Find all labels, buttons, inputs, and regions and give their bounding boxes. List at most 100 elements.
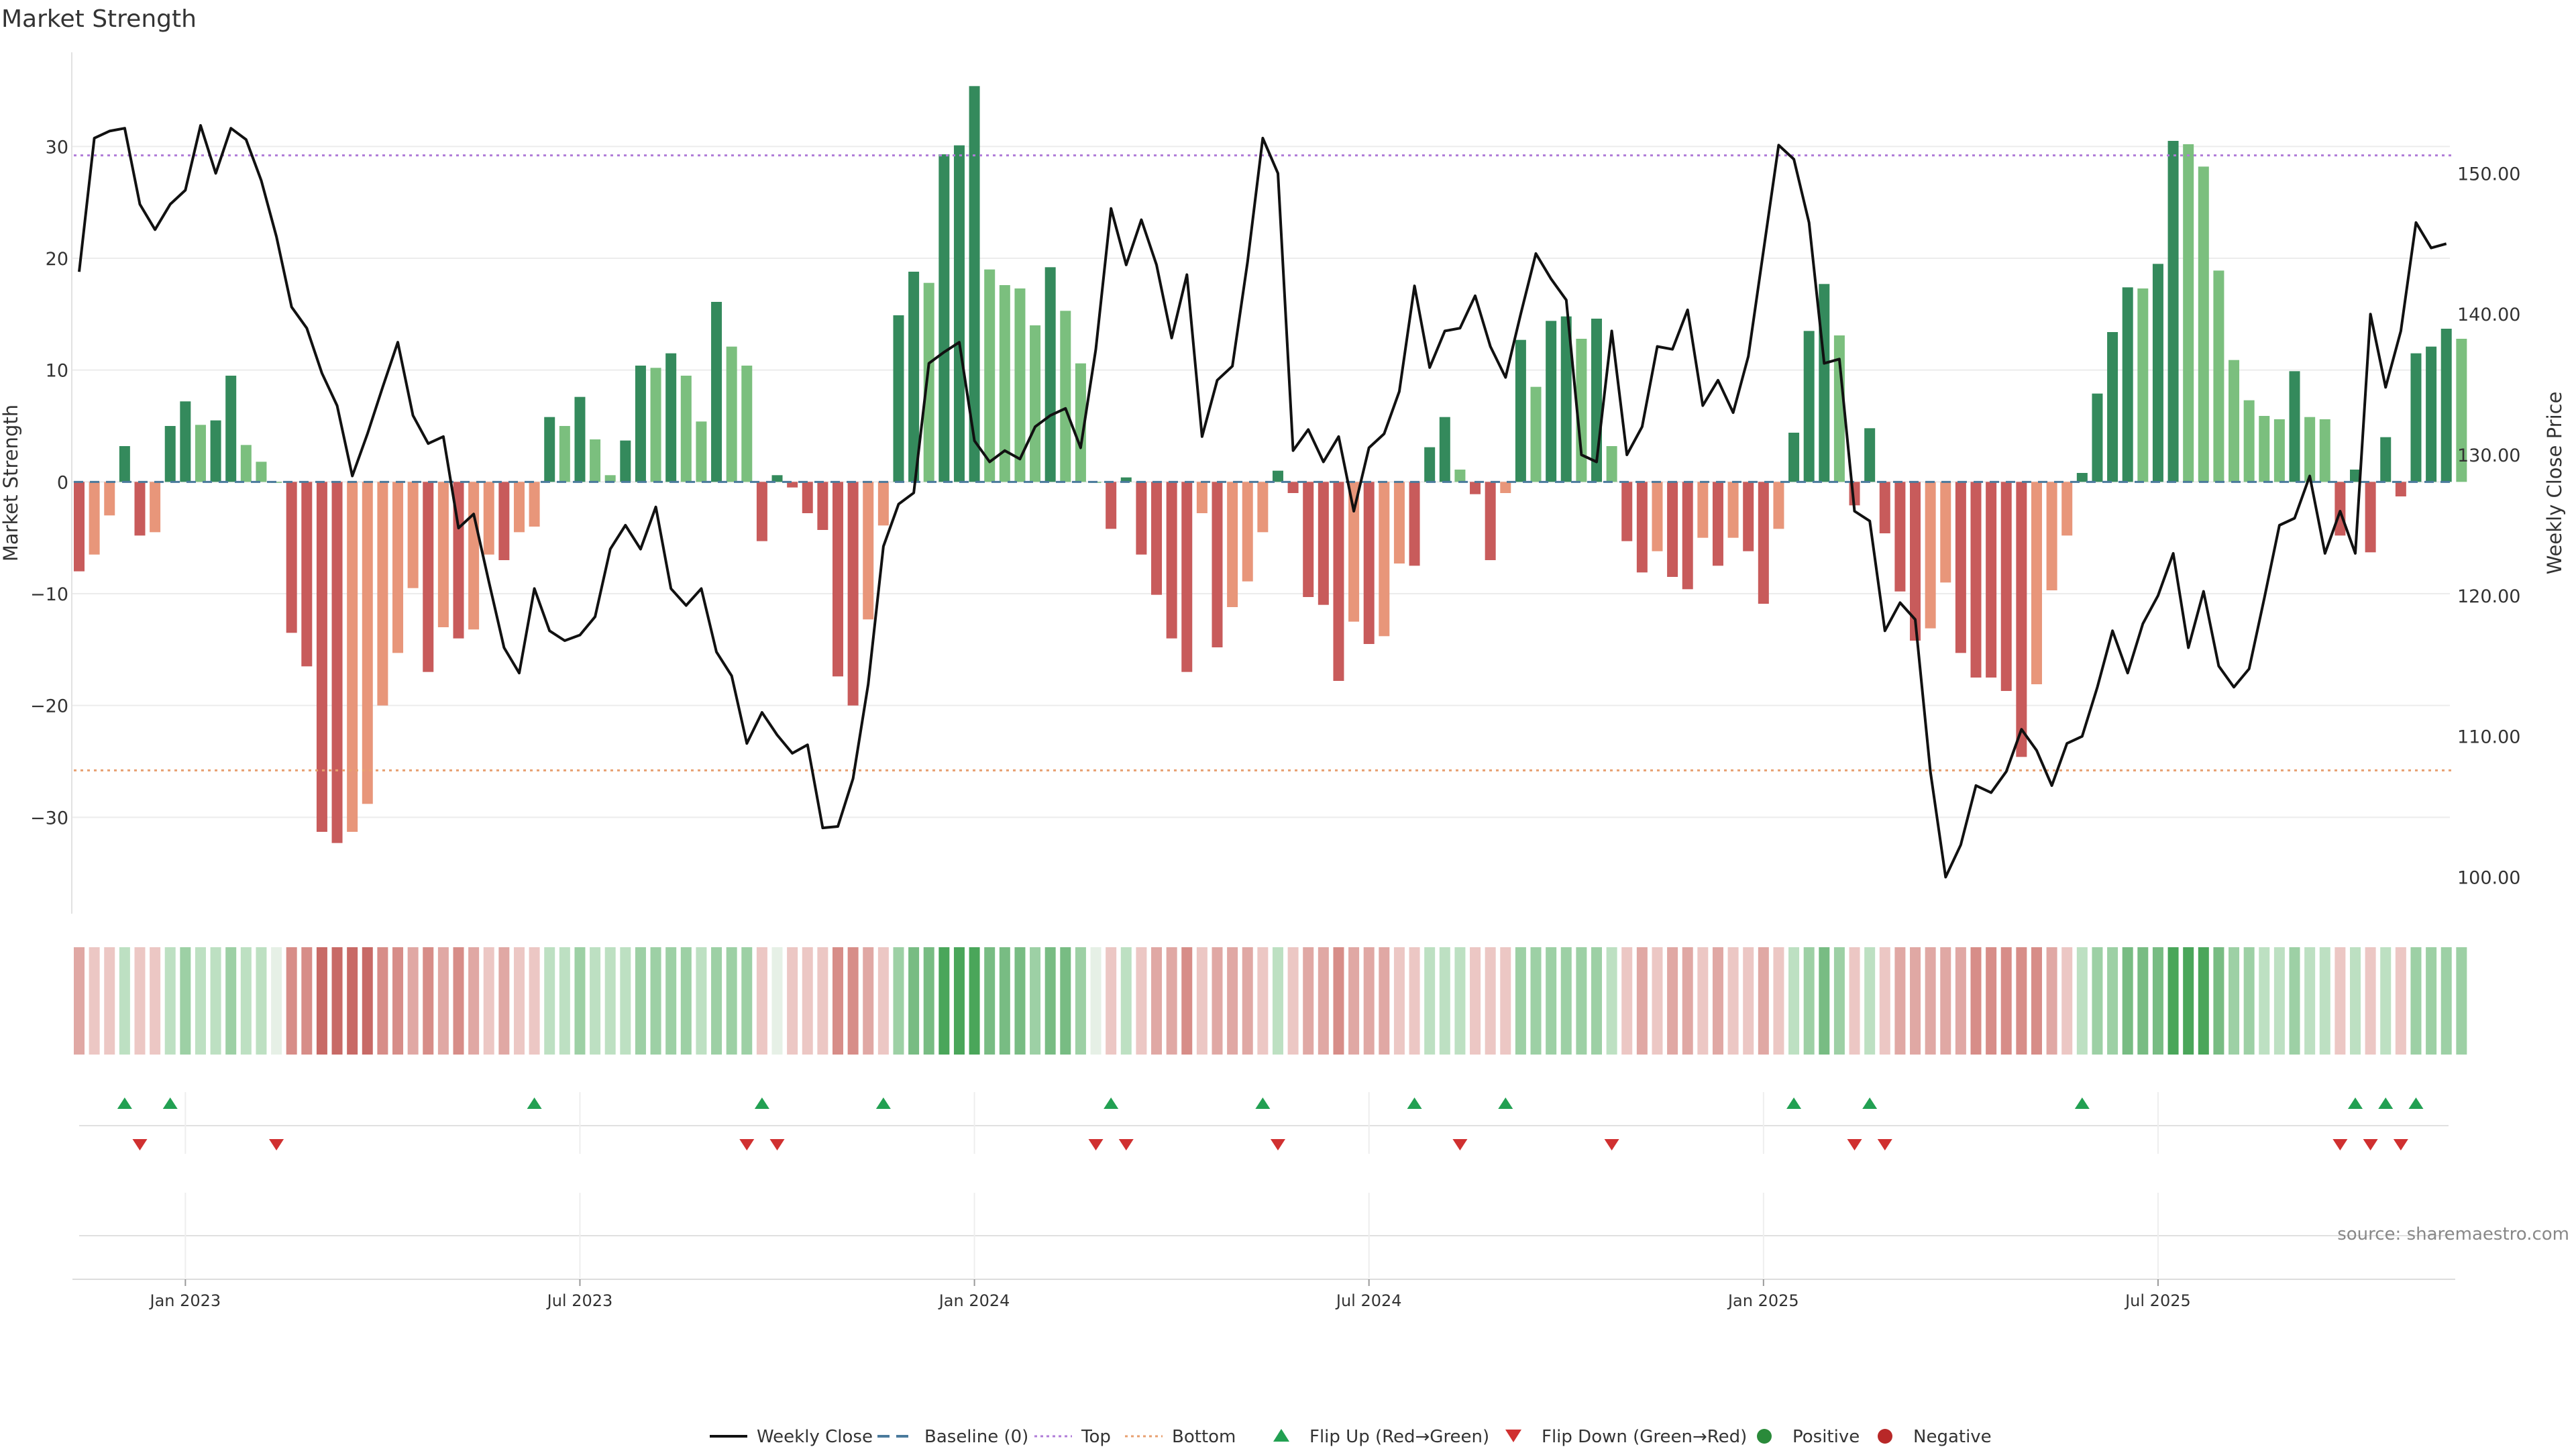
strength-bar: [195, 425, 206, 482]
x-axis: Jan 2023 Jul 2023 Jan 2024 Jul 2024 Jan 2025…: [72, 1279, 2455, 1310]
strength-bar: [2289, 371, 2300, 482]
strength-bar: [559, 426, 570, 482]
strip-cell: [2395, 947, 2406, 1055]
y-axis-left-label: Market Strength: [0, 405, 22, 561]
strip-cell: [1727, 947, 1739, 1055]
strength-bar: [2426, 346, 2437, 482]
y-tick-left: −10: [30, 584, 68, 605]
strip-cell: [1257, 947, 1269, 1055]
strength-bar: [316, 482, 327, 832]
flip-down-marker: [132, 1139, 148, 1150]
strength-bar: [2395, 482, 2406, 496]
flip-down-marker: [2363, 1139, 2378, 1150]
strength-bar: [1485, 482, 1496, 560]
strip-cell: [559, 947, 570, 1055]
strip-cell: [1227, 947, 1238, 1055]
strip-cell: [240, 947, 252, 1055]
strength-bar: [802, 482, 813, 513]
strip-cell: [1515, 947, 1526, 1055]
strip-cell: [1454, 947, 1466, 1055]
strip-cell: [863, 947, 874, 1055]
strength-bar: [1697, 482, 1709, 538]
strength-bar: [2380, 437, 2392, 482]
strip-cell: [1242, 947, 1253, 1055]
flip-up-marker: [1104, 1097, 1119, 1109]
flip-down-marker: [269, 1139, 284, 1150]
strength-bar: [256, 462, 267, 482]
strength-bar: [2092, 393, 2103, 482]
flip-down-marker: [1847, 1139, 1862, 1150]
strip-cell: [1986, 947, 1997, 1055]
strength-bar: [1030, 325, 1041, 482]
flip-up-marker: [1498, 1097, 1513, 1109]
strip-cell: [362, 947, 373, 1055]
strip-cell: [1106, 947, 1117, 1055]
strip-cell: [2167, 947, 2179, 1055]
strength-bar: [2440, 329, 2452, 482]
strength-bar: [984, 269, 996, 482]
strength-bar: [1363, 482, 1375, 644]
strip-cell: [726, 947, 737, 1055]
strip-cell: [2213, 947, 2224, 1055]
flip-down-marker: [739, 1139, 755, 1150]
strength-bar: [1773, 482, 1784, 529]
strip-cell: [2304, 947, 2316, 1055]
strength-bar: [1470, 482, 1481, 494]
strength-bar: [271, 482, 282, 483]
strip-cell: [1075, 947, 1086, 1055]
strength-bar: [1242, 482, 1253, 582]
strip-cell: [1196, 947, 1208, 1055]
strength-bar: [1287, 482, 1299, 493]
strength-bar: [1181, 482, 1193, 672]
strength-bar: [2031, 482, 2042, 684]
strength-bar: [104, 482, 115, 516]
strip-cell: [2456, 947, 2467, 1055]
strip-cell: [164, 947, 176, 1055]
weekly-close-series: [78, 124, 2447, 879]
y-tick-right: 120.00: [2457, 586, 2520, 607]
strength-bar: [1636, 482, 1648, 573]
flip-down-marker: [2393, 1139, 2408, 1150]
strip-cell: [1318, 947, 1329, 1055]
flip-up-marker: [2074, 1097, 2090, 1109]
strip-cell: [1819, 947, 1830, 1055]
strength-bar: [1379, 482, 1390, 637]
strip-cell: [650, 947, 661, 1055]
strength-bar: [301, 482, 313, 667]
strength-bar: [1424, 447, 1436, 482]
strength-bar: [468, 482, 480, 630]
strip-cell: [423, 947, 434, 1055]
strip-cell: [1030, 947, 1041, 1055]
strength-bar: [164, 426, 176, 482]
flip-down-marker: [1118, 1139, 1134, 1150]
strip-cell: [1833, 947, 1845, 1055]
strip-cell: [1955, 947, 1966, 1055]
strip-cell: [195, 947, 206, 1055]
strip-cell: [2365, 947, 2376, 1055]
strength-bar: [969, 86, 980, 482]
strength-bar: [407, 482, 419, 588]
strip-cell: [711, 947, 722, 1055]
strip-cell: [2183, 947, 2194, 1055]
y-tick-left: 10: [46, 361, 68, 382]
chart-title: Market Strength: [1, 5, 197, 33]
empty-panel: [79, 1193, 2449, 1278]
strip-cell: [1606, 947, 1617, 1055]
strip-cell: [680, 947, 692, 1055]
strip-cell: [1409, 947, 1420, 1055]
strength-bar: [1833, 335, 1845, 482]
strength-bar: [893, 315, 904, 482]
strength-bar: [483, 482, 494, 555]
strip-cell: [225, 947, 237, 1055]
strip-cell: [2334, 947, 2346, 1055]
legend-label: Flip Down (Green→Red): [1542, 1427, 1747, 1447]
strip-cell: [104, 947, 115, 1055]
strength-bar: [696, 421, 707, 482]
strength-bar: [2213, 270, 2224, 482]
strip-cell: [696, 947, 707, 1055]
strip-cell: [2122, 947, 2133, 1055]
strength-bar: [150, 482, 161, 533]
strength-bar: [1212, 482, 1223, 647]
strip-cell: [1333, 947, 1344, 1055]
strength-bar: [1560, 316, 1572, 482]
